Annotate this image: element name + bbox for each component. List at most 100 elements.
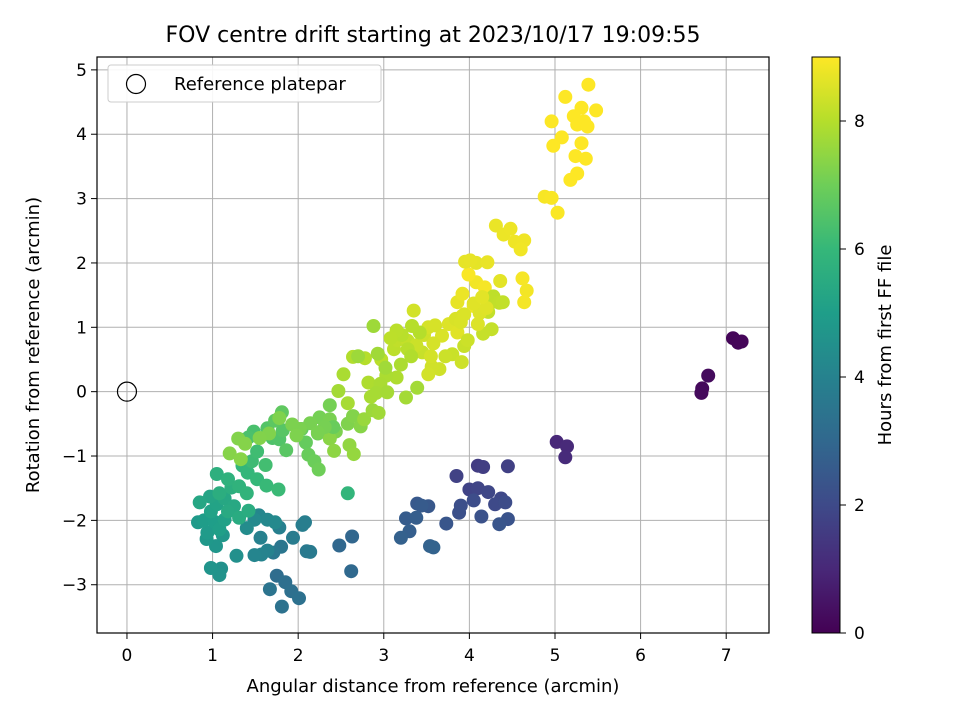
- data-point: [554, 130, 569, 145]
- data-point: [393, 530, 408, 545]
- data-point: [466, 493, 481, 508]
- y-tick-label: −3: [62, 576, 87, 596]
- data-point: [558, 450, 573, 465]
- y-tick-label: 0: [76, 383, 87, 403]
- x-tick-label: 4: [464, 646, 475, 666]
- data-point: [351, 349, 366, 364]
- x-tick-label: 3: [378, 646, 389, 666]
- data-point: [475, 290, 490, 305]
- data-point: [463, 253, 478, 268]
- chart-title: FOV centre drift starting at 2023/10/17 …: [166, 23, 701, 48]
- data-point: [546, 138, 561, 153]
- x-tick-label: 0: [122, 646, 133, 666]
- data-point: [239, 521, 254, 536]
- data-point: [298, 515, 312, 530]
- data-point: [346, 409, 360, 424]
- colorbar-ticks: 0 2 4 6 8: [840, 112, 865, 644]
- data-point: [550, 205, 565, 220]
- data-point: [340, 486, 355, 501]
- data-point: [203, 561, 218, 575]
- data-point: [474, 509, 489, 524]
- data-point: [399, 511, 413, 526]
- colorbar-tick-label: 2: [854, 496, 865, 516]
- data-point: [513, 242, 528, 257]
- data-point: [361, 375, 376, 390]
- x-tick-label: 7: [721, 646, 732, 666]
- data-point: [701, 368, 716, 383]
- data-point: [578, 151, 593, 166]
- data-point: [460, 333, 475, 348]
- data-point: [322, 431, 337, 446]
- data-point: [457, 307, 472, 322]
- data-point: [253, 530, 268, 545]
- data-point: [544, 190, 559, 205]
- data-point: [574, 136, 589, 151]
- data-point: [409, 510, 424, 525]
- data-point: [563, 172, 578, 187]
- data-point: [332, 538, 347, 553]
- reference-platepar-point: [116, 381, 138, 402]
- data-point: [336, 367, 351, 382]
- data-point: [479, 301, 494, 315]
- data-point: [734, 334, 749, 349]
- y-tick-label: 2: [76, 254, 87, 274]
- y-tick-label: 5: [76, 61, 87, 81]
- data-point: [279, 443, 294, 458]
- data-point: [421, 367, 436, 382]
- data-point: [272, 411, 287, 425]
- data-point: [414, 498, 429, 513]
- data-point: [247, 548, 262, 563]
- x-tick-label: 6: [635, 646, 646, 666]
- y-tick-label: 1: [76, 318, 87, 338]
- data-point: [221, 472, 235, 487]
- data-point: [222, 446, 237, 461]
- data-point: [357, 412, 372, 427]
- colorbar-tick-label: 0: [854, 624, 865, 644]
- data-point: [470, 317, 485, 332]
- data-point: [410, 380, 425, 395]
- legend-entry-label: Reference platepar: [174, 74, 346, 95]
- data-point: [544, 114, 559, 129]
- data-point: [274, 599, 289, 614]
- x-tick-label: 2: [293, 646, 304, 666]
- legend: Reference platepar: [107, 64, 382, 103]
- data-point: [461, 267, 476, 282]
- y-tick-label: −2: [62, 511, 87, 531]
- data-point: [481, 485, 496, 500]
- data-point: [262, 582, 277, 597]
- data-point: [371, 405, 386, 420]
- data-point: [259, 478, 274, 493]
- data-point: [694, 385, 709, 400]
- legend-marker-icon: [125, 73, 147, 95]
- colorbar-tick-label: 8: [854, 112, 865, 132]
- x-tick-label: 1: [207, 646, 218, 666]
- data-point: [200, 525, 215, 540]
- data-point: [378, 360, 393, 375]
- colorbar-gradient: [811, 56, 841, 634]
- y-axis-ticks: −3 −2 −1 0 1 2 3 4 5: [62, 61, 97, 596]
- data-point: [250, 444, 265, 459]
- data-point: [455, 286, 470, 301]
- data-point: [331, 384, 346, 398]
- data-point: [212, 486, 227, 501]
- data-point: [289, 428, 304, 443]
- data-point: [500, 459, 515, 474]
- data-point: [405, 319, 419, 333]
- data-point: [493, 274, 508, 288]
- data-point: [503, 221, 518, 236]
- colorbar-label: Hours from first FF file: [875, 245, 896, 446]
- data-point: [383, 331, 398, 346]
- colorbar: 0 2 4 6 8 Hours from first FF file: [811, 56, 896, 644]
- data-point: [406, 303, 421, 318]
- data-point: [370, 346, 385, 361]
- data-point: [515, 271, 530, 286]
- legend-box: [107, 64, 382, 103]
- data-point: [340, 396, 355, 411]
- y-tick-label: 3: [76, 190, 87, 210]
- data-point: [345, 529, 360, 544]
- data-point: [495, 295, 510, 310]
- data-point: [221, 504, 235, 519]
- data-point: [399, 390, 413, 405]
- data-point: [574, 100, 589, 115]
- data-point: [327, 443, 342, 458]
